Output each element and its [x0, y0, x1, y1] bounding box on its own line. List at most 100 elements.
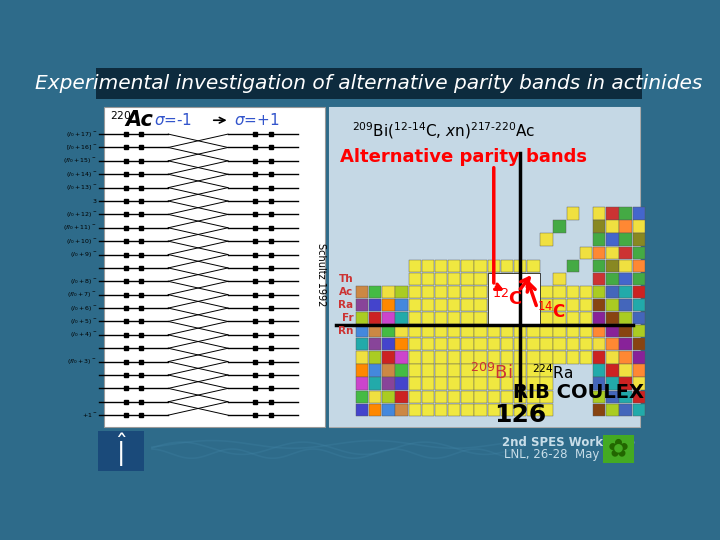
- Text: ✿: ✿: [608, 437, 629, 461]
- Text: $(I_0+12)^-$: $(I_0+12)^-$: [66, 210, 97, 219]
- Bar: [487, 351, 500, 363]
- Bar: [448, 312, 461, 325]
- Bar: [422, 260, 434, 272]
- Bar: [619, 351, 631, 363]
- Bar: [540, 377, 553, 390]
- Bar: [448, 377, 461, 390]
- Bar: [329, 107, 640, 427]
- Bar: [554, 286, 566, 298]
- Bar: [632, 351, 645, 363]
- Bar: [448, 390, 461, 403]
- Bar: [567, 338, 579, 350]
- Bar: [632, 273, 645, 285]
- Bar: [395, 351, 408, 363]
- Bar: [500, 351, 513, 363]
- Bar: [593, 273, 606, 285]
- Bar: [382, 338, 395, 350]
- Bar: [448, 325, 461, 338]
- Bar: [632, 377, 645, 390]
- Bar: [527, 325, 539, 338]
- Bar: [619, 207, 631, 220]
- Text: 2nd SPES Workshop: 2nd SPES Workshop: [502, 436, 634, 449]
- Text: LNL, 26-28  May 2014: LNL, 26-28 May 2014: [504, 448, 633, 461]
- Bar: [395, 390, 408, 403]
- Bar: [554, 312, 566, 325]
- Bar: [395, 377, 408, 390]
- Bar: [632, 364, 645, 377]
- Bar: [567, 351, 579, 363]
- Bar: [632, 233, 645, 246]
- Bar: [580, 325, 592, 338]
- Bar: [606, 351, 618, 363]
- Bar: [356, 351, 368, 363]
- Text: $(I_0+17)^-$: $(I_0+17)^-$: [66, 130, 97, 139]
- Bar: [567, 312, 579, 325]
- Bar: [632, 207, 645, 220]
- Bar: [619, 273, 631, 285]
- Bar: [527, 286, 539, 298]
- Bar: [422, 351, 434, 363]
- Bar: [514, 364, 526, 377]
- Text: $^{209}$Bi($^{12\text{-}14}$C, $x$n)$^{217\text{-}220}$Ac: $^{209}$Bi($^{12\text{-}14}$C, $x$n)$^{2…: [352, 120, 536, 140]
- Text: Ac: Ac: [339, 287, 354, 297]
- Text: +1$^-$: +1$^-$: [81, 411, 97, 419]
- Bar: [632, 312, 645, 325]
- Bar: [382, 403, 395, 416]
- Bar: [474, 377, 487, 390]
- Text: 126: 126: [494, 403, 546, 427]
- Bar: [474, 312, 487, 325]
- Bar: [619, 260, 631, 272]
- Bar: [514, 299, 526, 311]
- Bar: [435, 286, 447, 298]
- Bar: [408, 312, 421, 325]
- Bar: [527, 273, 539, 285]
- Text: Schultz 1992: Schultz 1992: [316, 242, 326, 306]
- Bar: [540, 233, 553, 246]
- Bar: [408, 390, 421, 403]
- Bar: [514, 273, 526, 285]
- Bar: [606, 233, 618, 246]
- Bar: [632, 325, 645, 338]
- Bar: [422, 338, 434, 350]
- Bar: [593, 299, 606, 311]
- Bar: [554, 351, 566, 363]
- Bar: [580, 286, 592, 298]
- Bar: [500, 286, 513, 298]
- Bar: [487, 364, 500, 377]
- Bar: [395, 403, 408, 416]
- Bar: [593, 247, 606, 259]
- Bar: [408, 377, 421, 390]
- Bar: [554, 273, 566, 285]
- Bar: [462, 312, 474, 325]
- Bar: [422, 312, 434, 325]
- Bar: [540, 338, 553, 350]
- Text: $(I_0+6)^-$: $(I_0+6)^-$: [70, 303, 97, 313]
- Bar: [500, 299, 513, 311]
- Bar: [395, 338, 408, 350]
- Bar: [632, 286, 645, 298]
- Bar: [540, 286, 553, 298]
- Bar: [448, 364, 461, 377]
- Bar: [632, 220, 645, 233]
- Text: $(I_0+5)^-$: $(I_0+5)^-$: [70, 317, 97, 326]
- Bar: [606, 338, 618, 350]
- Text: $^{12}$C: $^{12}$C: [492, 289, 522, 309]
- Text: Ra: Ra: [338, 300, 354, 310]
- Bar: [603, 435, 634, 463]
- Bar: [554, 299, 566, 311]
- Bar: [96, 68, 642, 99]
- Bar: [408, 260, 421, 272]
- Bar: [500, 364, 513, 377]
- Bar: [540, 312, 553, 325]
- Bar: [395, 312, 408, 325]
- Bar: [487, 377, 500, 390]
- Bar: [369, 286, 382, 298]
- Bar: [500, 403, 513, 416]
- Text: $^{224}$Ra: $^{224}$Ra: [532, 363, 573, 382]
- Bar: [369, 325, 382, 338]
- Bar: [606, 260, 618, 272]
- Bar: [514, 286, 526, 298]
- Bar: [593, 351, 606, 363]
- Bar: [487, 312, 500, 325]
- Bar: [382, 286, 395, 298]
